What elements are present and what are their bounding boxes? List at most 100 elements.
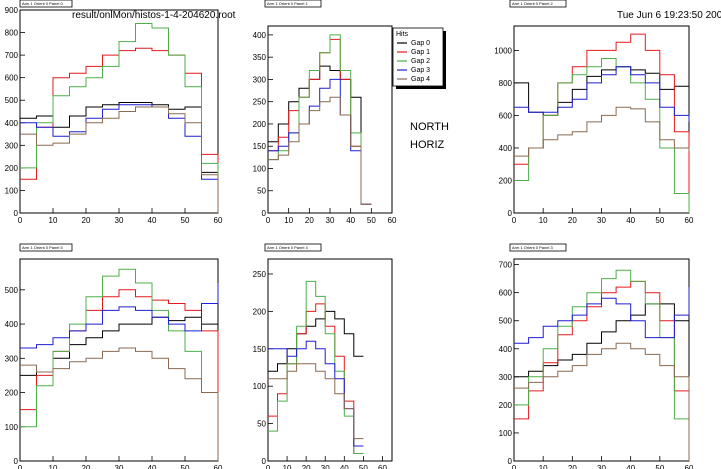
histogram-panel: Arm 1 Orient 0 Panel 30 10 20 30 40 50 6001002… bbox=[499, 243, 694, 469]
series-line bbox=[20, 316, 219, 461]
series-line bbox=[268, 78, 372, 205]
y-tick-label: 200 bbox=[499, 176, 513, 185]
panel-title-box bbox=[19, 0, 73, 8]
y-tick-label: 100 bbox=[253, 382, 267, 391]
series-line bbox=[20, 47, 219, 213]
timestamp-label: Tue Jun 6 19:23:50 2006 bbox=[617, 10, 721, 21]
x-tick-label: 40 bbox=[626, 464, 635, 469]
y-tick-label: 0 bbox=[262, 457, 267, 466]
panel-title-box bbox=[19, 243, 73, 252]
y-tick-label: 1000 bbox=[494, 46, 512, 55]
x-tick-label: 40 bbox=[626, 216, 635, 225]
y-tick-label: 800 bbox=[5, 29, 19, 38]
series-line bbox=[514, 106, 690, 157]
y-tick-label: 0 bbox=[508, 209, 513, 218]
y-tick-label: 500 bbox=[5, 96, 19, 105]
y-tick-label: 300 bbox=[499, 373, 513, 382]
histogram-panel: Arm 1 Orient 0 Panel 00 10 20 30 40 50 6001002… bbox=[5, 0, 223, 225]
x-tick-label: 0 bbox=[266, 464, 271, 469]
series-line bbox=[268, 363, 364, 440]
y-tick-label: 900 bbox=[5, 6, 19, 15]
x-tick-label: 50 bbox=[367, 216, 376, 225]
x-tick-label: 30 bbox=[597, 464, 606, 469]
series-line bbox=[20, 283, 219, 349]
y-tick-label: 50 bbox=[257, 420, 266, 429]
x-tick-label: 0 bbox=[266, 216, 271, 225]
y-tick-label: 150 bbox=[253, 142, 267, 151]
series-line bbox=[20, 106, 219, 213]
y-tick-label: 250 bbox=[253, 270, 267, 279]
series-line bbox=[20, 102, 219, 213]
y-tick-label: 300 bbox=[253, 75, 267, 84]
histogram-panel: Arm 1 Orient 0 Panel 5 0 10 20 30 40 50 60 0 100 2… bbox=[5, 243, 223, 469]
detector-side-label: NORTH bbox=[410, 121, 449, 133]
y-tick-label: 800 bbox=[499, 79, 513, 88]
file-name-label: result/onlMon/histos-1-4-204620.root bbox=[72, 10, 236, 21]
x-tick-label: 40 bbox=[148, 464, 157, 469]
y-tick-label: 100 bbox=[253, 164, 267, 173]
histogram-panel: Arm 1 Orient 0 Panel 1 0 10 20 30 40 50 60 0 50 10… bbox=[253, 0, 397, 225]
legend-box bbox=[392, 27, 444, 87]
legend-entry: Gap 0 bbox=[411, 40, 430, 47]
series-line bbox=[514, 58, 690, 213]
x-tick-label: 50 bbox=[655, 464, 664, 469]
y-tick-label: 150 bbox=[253, 345, 267, 354]
series-line bbox=[268, 310, 364, 372]
series-line bbox=[20, 289, 219, 461]
y-tick-label: 0 bbox=[14, 209, 19, 218]
y-tick-label: 700 bbox=[499, 261, 513, 270]
panel-title-box bbox=[509, 0, 567, 8]
x-tick-label: 40 bbox=[346, 216, 355, 225]
y-tick-label: 200 bbox=[5, 164, 19, 173]
series-line bbox=[20, 347, 219, 461]
series-line bbox=[268, 34, 372, 205]
legend-title: Hits bbox=[396, 31, 409, 38]
series-line bbox=[268, 65, 372, 205]
y-tick-label: 400 bbox=[499, 345, 513, 354]
x-tick-label: 20 bbox=[302, 464, 311, 469]
panel-title: Arm 1 Orient 0 Panel 0 bbox=[22, 1, 63, 6]
y-tick-label: 500 bbox=[5, 286, 19, 295]
x-tick-label: 20 bbox=[82, 216, 91, 225]
y-tick-label: 400 bbox=[499, 144, 513, 153]
x-tick-label: 10 bbox=[539, 216, 548, 225]
y-tick-label: 50 bbox=[257, 187, 266, 196]
x-tick-label: 60 bbox=[388, 216, 397, 225]
series-line bbox=[514, 287, 690, 344]
x-tick-label: 0 bbox=[18, 464, 23, 469]
y-tick-label: 300 bbox=[5, 354, 19, 363]
y-tick-label: 200 bbox=[253, 307, 267, 316]
x-tick-label: 40 bbox=[148, 216, 157, 225]
y-tick-label: 200 bbox=[5, 389, 19, 398]
x-tick-label: 30 bbox=[326, 216, 335, 225]
y-tick-label: 600 bbox=[499, 289, 513, 298]
x-tick-label: 50 bbox=[181, 464, 190, 469]
x-tick-label: 10 bbox=[283, 464, 292, 469]
panel-title: Arm 1 Orient 0 Panel 5 bbox=[22, 245, 63, 250]
x-tick-label: 50 bbox=[359, 464, 368, 469]
y-tick-label: 250 bbox=[253, 98, 267, 107]
x-tick-label: 40 bbox=[340, 464, 349, 469]
x-tick-label: 60 bbox=[214, 216, 223, 225]
plot-frame bbox=[267, 25, 393, 214]
x-tick-label: 0 bbox=[512, 464, 517, 469]
y-tick-label: 400 bbox=[253, 31, 267, 40]
x-tick-label: 10 bbox=[539, 464, 548, 469]
panel-title-box bbox=[264, 0, 322, 8]
x-tick-label: 20 bbox=[82, 464, 91, 469]
x-tick-label: 50 bbox=[655, 216, 664, 225]
y-tick-label: 400 bbox=[5, 320, 19, 329]
x-tick-label: 30 bbox=[115, 216, 124, 225]
histogram-panel: Arm 1 Orient 0 Panel 4 0 10 20 30 40 50 60 0 50 10… bbox=[253, 243, 393, 469]
y-tick-label: 0 bbox=[262, 209, 267, 218]
panel-title: Arm 1 Orient 0 Panel 3 bbox=[512, 245, 553, 250]
y-tick-label: 700 bbox=[5, 51, 19, 60]
y-tick-label: 300 bbox=[5, 141, 19, 150]
x-tick-label: 20 bbox=[305, 216, 314, 225]
legend-entry: Gap 4 bbox=[411, 76, 430, 83]
x-tick-label: 10 bbox=[49, 464, 58, 469]
y-tick-label: 100 bbox=[499, 429, 513, 438]
panel-title-box bbox=[264, 243, 322, 252]
y-tick-label: 0 bbox=[14, 457, 19, 466]
